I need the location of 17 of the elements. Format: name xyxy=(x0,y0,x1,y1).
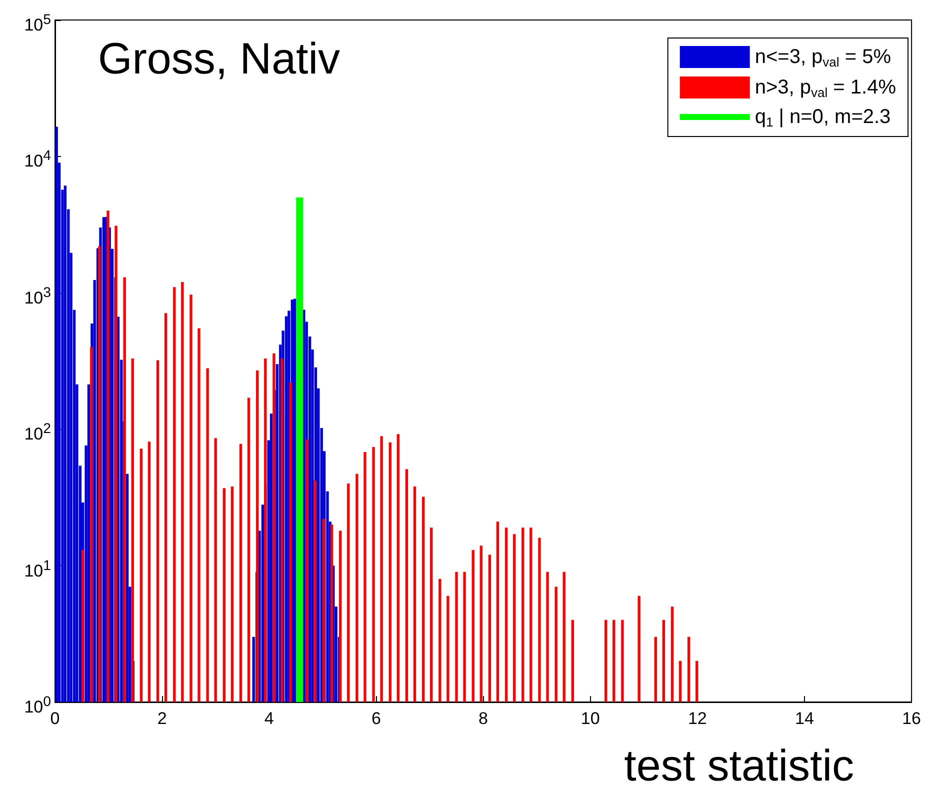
y-tick-label: 10$^{2}$ xyxy=(24,420,51,446)
x-tick-label: 6 xyxy=(371,709,381,728)
x-tick-label: 10 xyxy=(580,709,600,728)
y-tick-label: 10$^{4}$ xyxy=(24,147,51,174)
x-tick-label: 12 xyxy=(688,709,707,728)
x-tick-label: 4 xyxy=(264,709,274,728)
x-tick-label: 8 xyxy=(478,709,488,728)
y-tick-label: 10$^{0}$ xyxy=(24,693,51,717)
y-tick-label: 10$^{5}$ xyxy=(24,11,51,37)
chart-title: Gross, Nativ xyxy=(98,34,340,84)
y-tick-label: 10$^{1}$ xyxy=(24,556,51,582)
x-tick-label: 14 xyxy=(795,709,814,728)
y-tick-label: 10$^{3}$ xyxy=(24,284,51,310)
x-tick-label: 16 xyxy=(902,709,922,728)
x-tick-label: 0 xyxy=(50,709,60,728)
x-axis-title: test statistic xyxy=(624,742,854,790)
x-tick-label: 2 xyxy=(157,709,167,728)
